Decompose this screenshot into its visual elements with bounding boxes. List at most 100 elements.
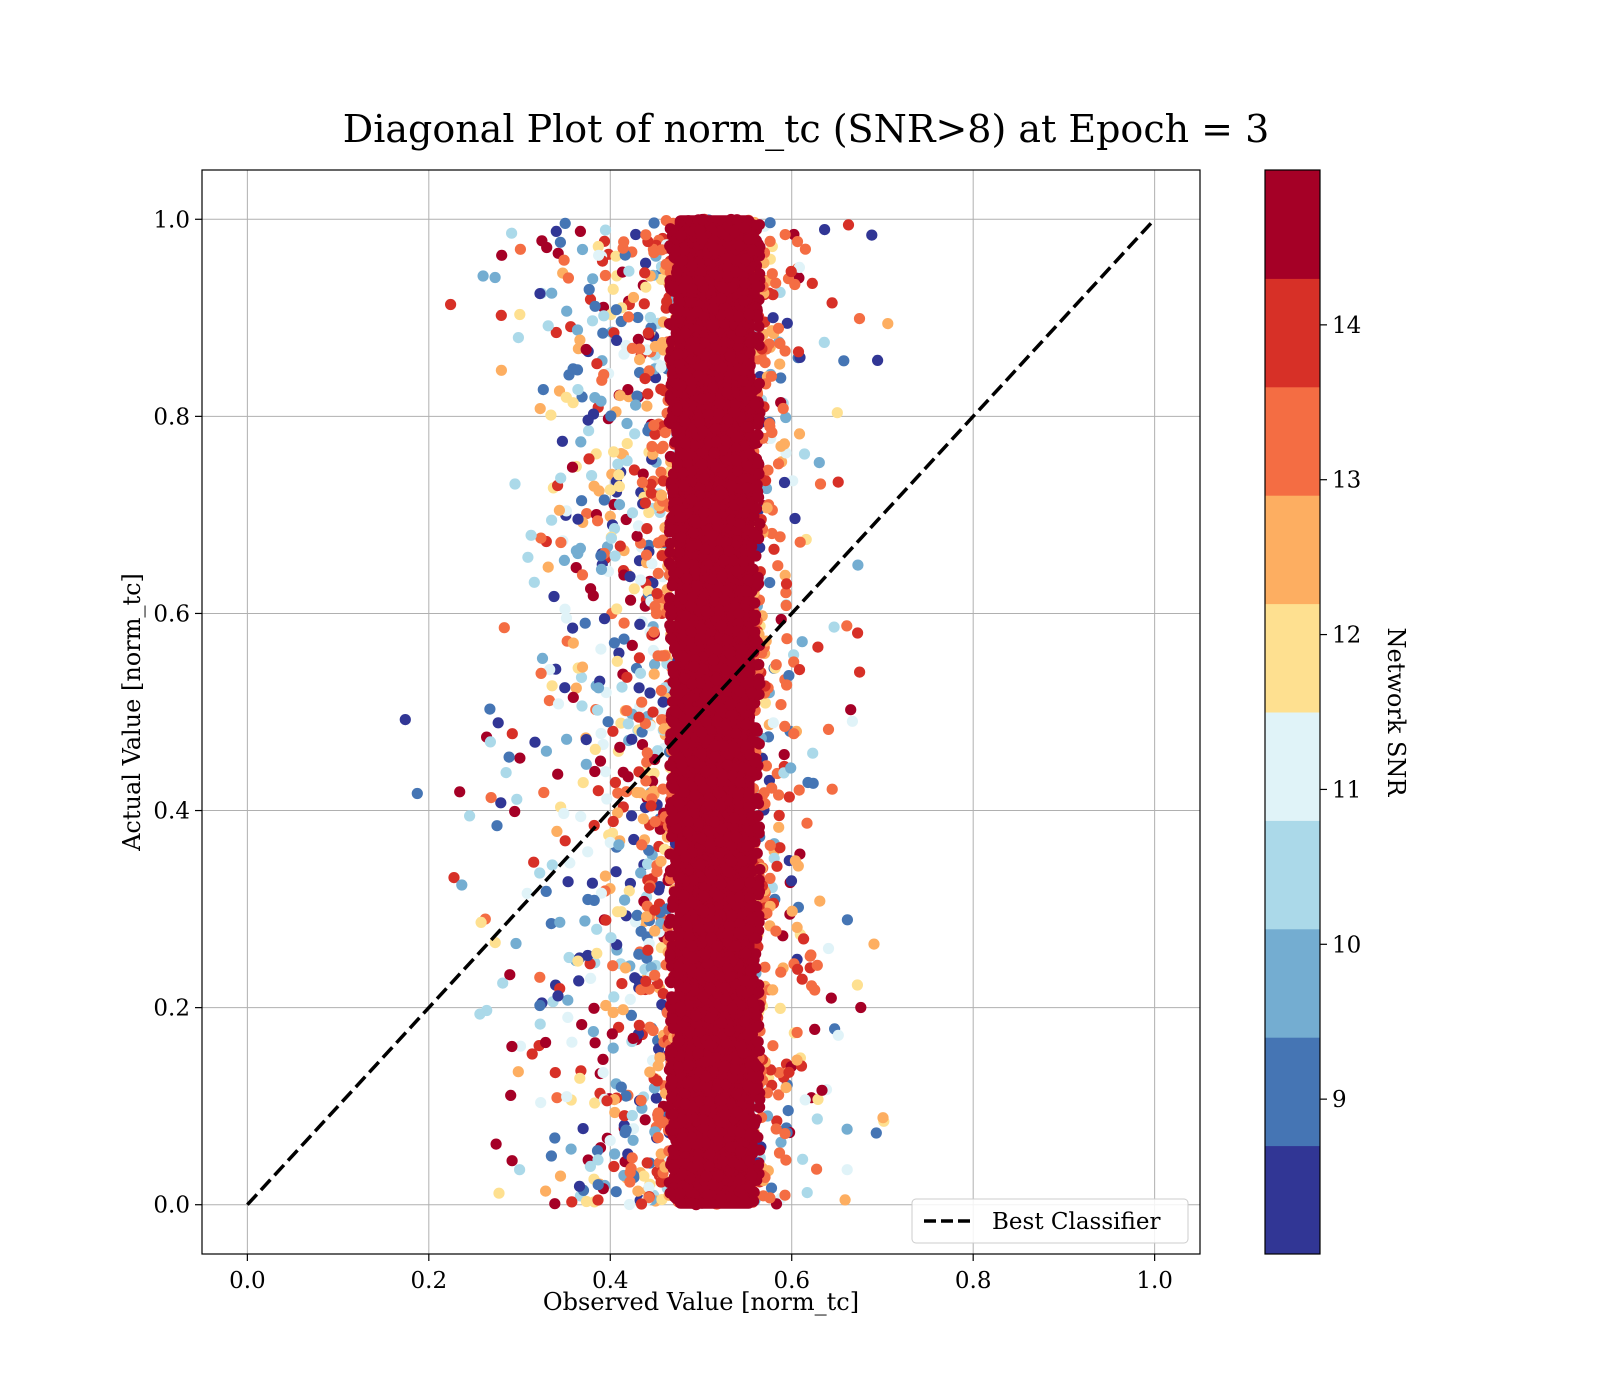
scatter-point <box>629 428 641 440</box>
scatter-point <box>679 1098 691 1110</box>
scatter-point <box>798 933 810 945</box>
scatter-point <box>608 637 621 649</box>
scatter-point <box>661 296 673 308</box>
scatter-point <box>633 1019 645 1031</box>
scatter-point <box>545 918 557 930</box>
scatter-point <box>559 835 571 847</box>
scatter-point <box>765 370 778 382</box>
scatter-point <box>554 236 567 248</box>
scatter-point <box>594 755 607 767</box>
scatter-point <box>657 988 669 1000</box>
scatter-point <box>586 315 599 327</box>
scatter-point <box>752 798 765 810</box>
scatter-point <box>601 793 613 805</box>
scatter-point <box>631 909 643 922</box>
scatter-point <box>738 555 750 567</box>
scatter-point <box>665 930 678 942</box>
scatter-point <box>767 289 779 301</box>
scatter-point <box>761 502 773 514</box>
scatter-point <box>583 425 595 437</box>
scatter-point <box>599 224 612 236</box>
scatter-point <box>522 551 534 563</box>
scatter-point <box>577 1123 589 1135</box>
scatter-point <box>745 765 758 777</box>
scatter-point <box>731 214 743 226</box>
scatter-point <box>774 842 786 854</box>
scatter-point <box>734 685 746 698</box>
scatter-point <box>637 813 649 825</box>
scatter-point <box>649 816 661 828</box>
scatter-point <box>618 236 630 248</box>
scatter-point <box>801 817 813 829</box>
scatter-point <box>703 922 715 934</box>
scatter-point <box>589 743 601 756</box>
scatter-point <box>655 273 668 285</box>
scatter-point <box>562 876 574 888</box>
scatter-point <box>551 1092 563 1104</box>
scatter-point <box>646 440 658 453</box>
scatter-point <box>575 671 588 684</box>
scatter-point <box>698 473 711 485</box>
scatter-point <box>540 745 553 757</box>
scatter-point <box>584 1160 597 1172</box>
scatter-point <box>546 514 558 526</box>
scatter-point <box>812 1093 824 1105</box>
scatter-point <box>609 1148 621 1160</box>
scatter-point <box>688 660 700 673</box>
scatter-point <box>806 277 818 289</box>
scatter-point <box>583 283 595 296</box>
scatter-point <box>648 217 660 229</box>
scatter-point <box>812 641 824 653</box>
scatter-point <box>645 478 657 490</box>
scatter-point <box>870 1127 882 1139</box>
scatter-point <box>591 358 603 370</box>
scatter-point <box>638 1170 650 1182</box>
scatter-point <box>576 661 589 673</box>
scatter-point <box>760 760 773 772</box>
scatter-point <box>645 487 657 499</box>
scatter-point <box>805 949 817 961</box>
scatter-point <box>841 1164 853 1176</box>
scatter-point <box>666 580 678 592</box>
scatter-point <box>770 925 782 937</box>
scatter-point <box>506 227 518 239</box>
scatter-point <box>767 1040 779 1052</box>
scatter-point <box>445 298 457 311</box>
scatter-point <box>819 224 831 236</box>
scatter-point <box>780 1154 792 1166</box>
scatter-point <box>624 993 636 1006</box>
scatter-point <box>599 870 612 882</box>
scatter-point <box>605 410 617 422</box>
scatter-point <box>666 805 678 817</box>
scatter-point <box>768 543 780 555</box>
scatter-point <box>618 633 630 645</box>
scatter-point <box>764 577 776 589</box>
scatter-point <box>753 377 766 390</box>
scatter-point <box>641 911 653 923</box>
scatter-point <box>580 758 592 770</box>
scatter-point <box>807 777 819 789</box>
scatter-point <box>655 684 668 697</box>
scatter-point <box>571 364 584 376</box>
scatter-point <box>566 1036 578 1048</box>
scatter-point <box>600 999 612 1012</box>
scatter-point <box>565 1143 577 1155</box>
scatter-point <box>604 836 616 849</box>
scatter-point <box>694 677 706 689</box>
scatter-point <box>752 879 765 891</box>
scatter-point <box>552 698 565 710</box>
scatter-point <box>576 243 589 256</box>
scatter-point <box>549 1067 561 1079</box>
scatter-point <box>688 439 700 452</box>
scatter-point <box>634 787 646 799</box>
scatter-point <box>454 786 466 798</box>
scatter-point <box>773 809 785 822</box>
scatter-point <box>626 507 639 519</box>
scatter-point <box>853 313 866 325</box>
scatter-point <box>620 1124 632 1136</box>
scatter-point <box>641 523 653 535</box>
scatter-point <box>485 792 497 804</box>
scatter-point <box>546 287 558 299</box>
scatter-point <box>780 578 793 590</box>
scatter-point <box>651 1075 663 1087</box>
